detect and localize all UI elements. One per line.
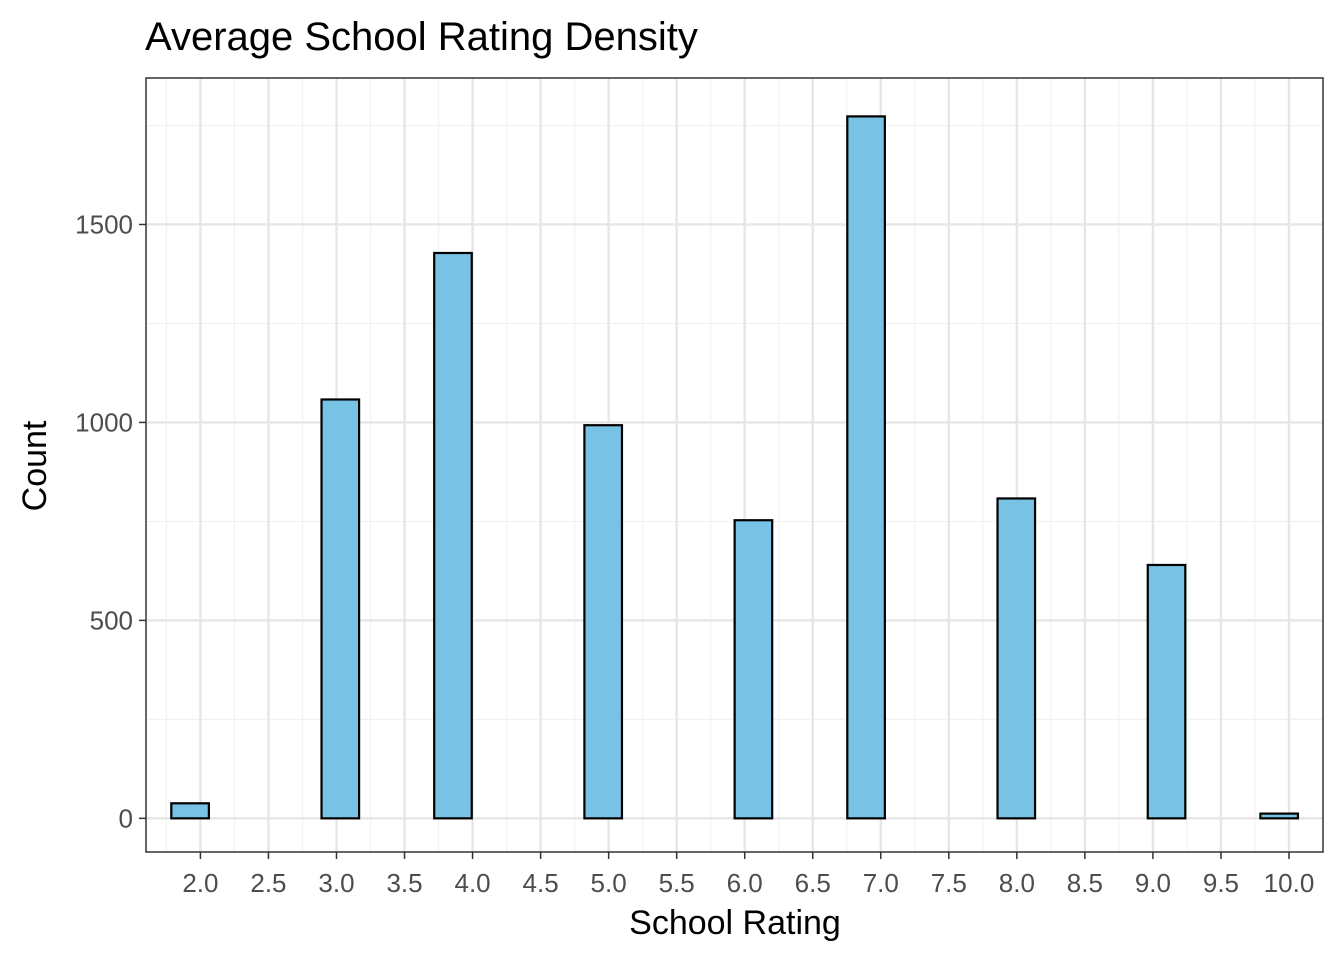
chart-title: Average School Rating Density [145, 15, 698, 59]
x-tick-label: 8.0 [999, 868, 1035, 898]
x-tick-label: 7.5 [931, 868, 967, 898]
bar [846, 115, 886, 820]
x-tick-label: 5.5 [659, 868, 695, 898]
bar [1146, 563, 1187, 820]
bar [170, 802, 210, 820]
x-tick-label: 5.0 [591, 868, 627, 898]
bar [433, 251, 473, 820]
panel-border [145, 77, 1324, 853]
y-axis-title: Count [16, 420, 54, 511]
y-axis: 0 500 1000 1500 [75, 209, 146, 833]
y-tick-label: 500 [90, 605, 133, 635]
bar [320, 398, 361, 820]
x-axis-title: School Rating [629, 904, 841, 942]
x-tick-label: 10.0 [1264, 868, 1315, 898]
x-tick-label: 2.5 [250, 868, 286, 898]
major-gridlines [146, 78, 1323, 852]
x-tick-label: 9.0 [1135, 868, 1171, 898]
x-tick-label: 4.0 [454, 868, 490, 898]
x-tick-label: 6.5 [795, 868, 831, 898]
x-tick-label: 7.0 [863, 868, 899, 898]
x-tick-label: 6.0 [727, 868, 763, 898]
y-tick-label: 1000 [75, 407, 133, 437]
y-tick-label: 1500 [75, 209, 133, 239]
x-axis: 2.0 2.5 3.0 3.5 4.0 4.5 5.0 5.5 6.0 6.5 7.0 7.5 8.0 8… [182, 852, 1314, 898]
y-tick-label: 0 [119, 803, 133, 833]
x-tick-label: 8.5 [1067, 868, 1103, 898]
x-tick-label: 9.5 [1203, 868, 1239, 898]
bar [1259, 812, 1300, 820]
x-tick-label: 3.0 [318, 868, 354, 898]
x-tick-label: 4.5 [523, 868, 559, 898]
bars [170, 115, 1300, 820]
bar [996, 497, 1037, 820]
x-tick-label: 2.0 [182, 868, 218, 898]
bar [733, 519, 774, 820]
x-tick-label: 3.5 [386, 868, 422, 898]
bar [583, 424, 624, 820]
